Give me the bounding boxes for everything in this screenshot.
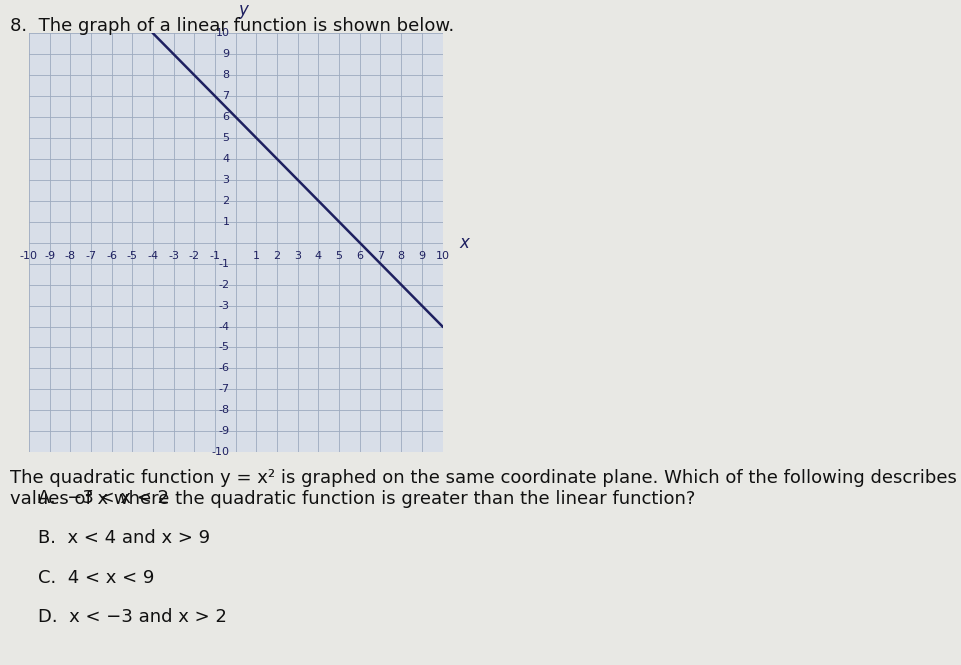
Text: 6: 6 — [222, 112, 230, 122]
Text: x: x — [458, 233, 468, 252]
Text: -5: -5 — [127, 251, 137, 261]
Text: 10: 10 — [215, 28, 230, 39]
Text: -7: -7 — [86, 251, 96, 261]
Text: 8: 8 — [222, 70, 230, 80]
Text: -1: -1 — [209, 251, 220, 261]
Text: 3: 3 — [294, 251, 301, 261]
Text: -8: -8 — [64, 251, 76, 261]
Text: 8: 8 — [397, 251, 405, 261]
Text: 2: 2 — [273, 251, 281, 261]
Text: 9: 9 — [222, 49, 230, 59]
Text: -3: -3 — [218, 301, 230, 311]
Text: -10: -10 — [211, 447, 230, 458]
Text: C.  4 < x < 9: C. 4 < x < 9 — [38, 569, 155, 587]
Text: -6: -6 — [218, 363, 230, 374]
Text: -8: -8 — [218, 405, 230, 416]
Text: 8.  The graph of a linear function is shown below.: 8. The graph of a linear function is sho… — [10, 17, 454, 35]
Text: 1: 1 — [253, 251, 259, 261]
Text: -2: -2 — [188, 251, 200, 261]
Text: 6: 6 — [356, 251, 363, 261]
Text: -1: -1 — [218, 259, 230, 269]
Text: 9: 9 — [418, 251, 425, 261]
Text: 10: 10 — [435, 251, 449, 261]
Text: 4: 4 — [222, 154, 230, 164]
Text: 5: 5 — [222, 133, 230, 143]
Text: 5: 5 — [335, 251, 342, 261]
Text: 2: 2 — [222, 196, 230, 206]
Text: 1: 1 — [222, 217, 230, 227]
Text: -10: -10 — [20, 251, 37, 261]
Text: D.  x < −3 and x > 2: D. x < −3 and x > 2 — [38, 608, 227, 626]
Text: -4: -4 — [147, 251, 159, 261]
Text: 4: 4 — [314, 251, 322, 261]
Text: A.  −3 < x < 2: A. −3 < x < 2 — [38, 489, 169, 507]
Text: -7: -7 — [218, 384, 230, 394]
Text: 3: 3 — [222, 175, 230, 185]
Text: -2: -2 — [218, 279, 230, 290]
Text: -9: -9 — [44, 251, 55, 261]
Text: -3: -3 — [168, 251, 179, 261]
Text: y: y — [238, 1, 248, 19]
Text: -4: -4 — [218, 321, 230, 332]
Text: 7: 7 — [222, 91, 230, 101]
Text: B.  x < 4 and x > 9: B. x < 4 and x > 9 — [38, 529, 210, 547]
Text: The quadratic function y = x² is graphed on the same coordinate plane. Which of : The quadratic function y = x² is graphed… — [10, 469, 961, 507]
Text: -6: -6 — [106, 251, 117, 261]
Text: -5: -5 — [218, 342, 230, 352]
Text: 7: 7 — [377, 251, 383, 261]
Text: -9: -9 — [218, 426, 230, 436]
